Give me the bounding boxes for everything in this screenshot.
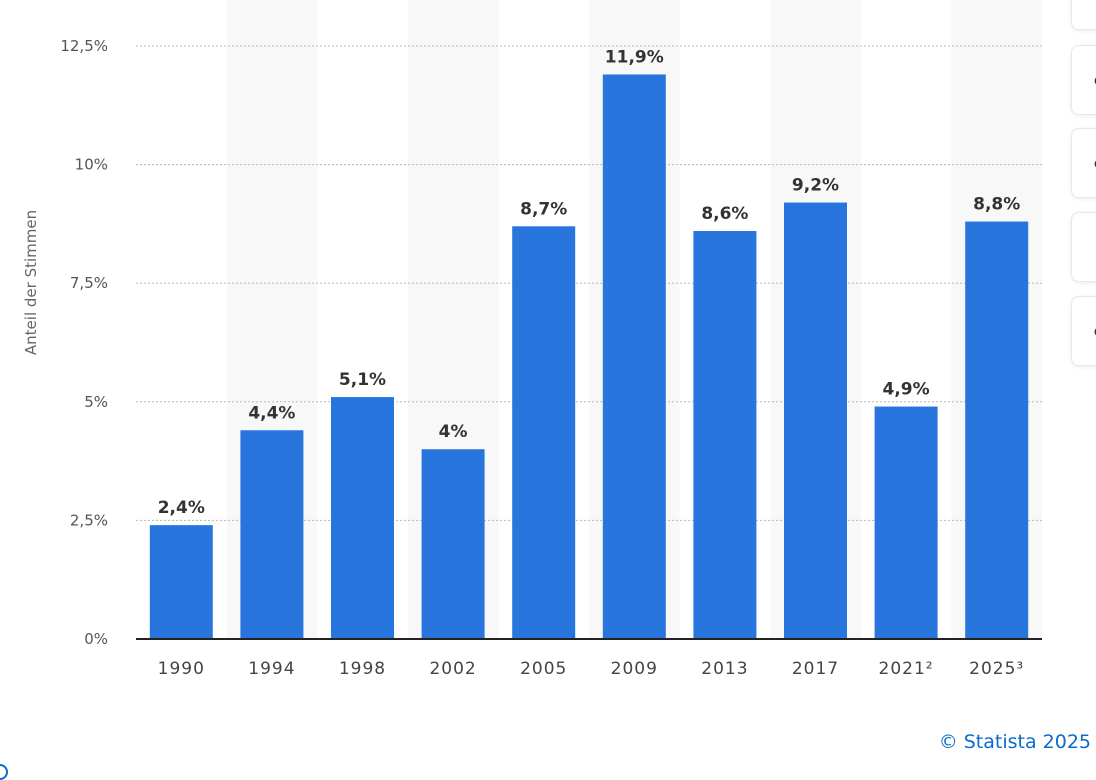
x-tick-label: 1994: [248, 659, 295, 679]
gridlines: [136, 45, 1042, 521]
bar[interactable]: [240, 430, 304, 639]
x-tick-label: 2017: [792, 659, 839, 679]
bar[interactable]: [874, 406, 938, 639]
data-labels: 2,4% 4,4% 5,1% 4% 8,7% 11,9% 8,6% 9,2% 4,9% 8,8%: [158, 47, 1021, 518]
x-tick-label: 2005: [520, 659, 567, 679]
bar[interactable]: [149, 525, 213, 639]
side-toolbar-button-1[interactable]: [1071, 0, 1096, 30]
bar[interactable]: [512, 226, 576, 639]
data-label: 11,9%: [605, 47, 664, 67]
data-label: 4,9%: [883, 380, 930, 400]
data-label: 5,1%: [339, 370, 386, 390]
data-label: 4%: [439, 422, 468, 442]
bar[interactable]: [784, 202, 847, 639]
y-tick-label: 2,5%: [70, 511, 108, 529]
x-tick-label: 2021²: [879, 659, 934, 679]
copyright-link[interactable]: © Statista 2025: [938, 731, 1091, 753]
y-axis-ticks: 0% 2,5% 5% 7,5% 10% 12,5%: [60, 37, 108, 648]
notification-icon: ●: [1094, 74, 1096, 86]
y-tick-label: 5%: [84, 393, 108, 411]
y-tick-label: 12,5%: [60, 37, 108, 55]
settings-icon: ●: [1094, 157, 1096, 169]
data-label: 4,4%: [248, 403, 295, 423]
y-tick-label: 7,5%: [70, 274, 108, 292]
data-label: 9,2%: [792, 176, 839, 196]
x-tick-label: 1998: [339, 659, 386, 679]
bar[interactable]: [693, 231, 757, 640]
bar[interactable]: [602, 74, 666, 640]
y-tick-label: 0%: [84, 630, 108, 648]
bar[interactable]: [421, 449, 485, 639]
x-tick-label: 2025³: [969, 659, 1024, 679]
data-label: 8,6%: [701, 204, 748, 224]
y-tick-label: 10%: [75, 156, 108, 174]
side-toolbar-button-2[interactable]: ●: [1071, 45, 1096, 115]
data-label: 8,7%: [520, 199, 567, 219]
y-axis-title: Anteil der Stimmen: [22, 210, 40, 355]
bars: [149, 74, 1029, 640]
x-tick-label: 2013: [701, 659, 748, 679]
x-tick-label: 1990: [158, 659, 205, 679]
side-toolbar-button-4[interactable]: [1071, 212, 1096, 282]
bar[interactable]: [965, 221, 1029, 639]
x-tick-label: 2009: [611, 659, 658, 679]
bar[interactable]: [331, 397, 394, 639]
data-label: 8,8%: [973, 195, 1020, 215]
share-icon: ◖: [1094, 325, 1096, 337]
side-toolbar-button-5[interactable]: ◖: [1071, 296, 1096, 366]
x-tick-label: 2002: [429, 659, 476, 679]
data-label: 2,4%: [158, 498, 205, 518]
side-toolbar-button-3[interactable]: ●: [1071, 128, 1096, 198]
x-axis-labels: 1990 1994 1998 2002 2005 2009 2013 2017 2021² 202…: [158, 659, 1024, 679]
